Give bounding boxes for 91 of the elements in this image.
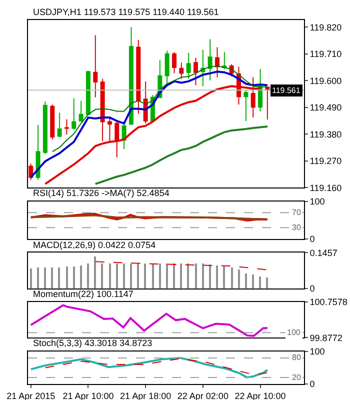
bar: [94, 256, 96, 288]
candlestick: [64, 118, 69, 136]
bar: [231, 268, 233, 288]
candlestick: [193, 57, 198, 86]
bar: [245, 274, 247, 288]
bar: [51, 268, 53, 288]
bar: [216, 266, 218, 288]
bar: [202, 264, 204, 288]
bar: [30, 268, 32, 288]
ref-line-label: 20: [292, 373, 302, 382]
y-tick-label: 0.1457: [310, 248, 338, 258]
candlestick: [36, 124, 40, 180]
candlestick: [215, 46, 220, 78]
candlestick: [72, 98, 76, 130]
ref-line-label: 70: [292, 208, 302, 217]
chart-title: USDJPY,H1 119.573 119.575 119.440 119.561: [33, 7, 219, 17]
bar: [109, 264, 111, 288]
ref-line-label: 100: [287, 328, 301, 337]
y-tick-label: 99.8772: [310, 332, 342, 343]
candlestick: [107, 118, 112, 142]
candlestick: [93, 34, 98, 98]
bar: [73, 266, 75, 288]
bar: [266, 278, 268, 288]
y-tick-label: 0: [310, 379, 315, 390]
bar: [130, 264, 132, 288]
bar: [173, 264, 175, 288]
y-tick-label: 100: [310, 196, 325, 207]
y-tick-label: 119.600: [310, 76, 342, 86]
y-tick-label: 119.160: [310, 182, 342, 193]
bar: [44, 268, 46, 288]
bar: [58, 268, 60, 288]
y-tick-label: 119.820: [310, 22, 342, 32]
bar: [159, 264, 161, 288]
line-series: [30, 70, 268, 178]
chart-title: Stoch(5,3,3) 43.3018 34.8723: [33, 338, 152, 348]
bar: [252, 274, 254, 288]
candlestick: [128, 26, 134, 126]
chart-title: RSI(14) 51.7326 ->MA(7) 52.4854: [33, 188, 170, 198]
bar: [87, 264, 89, 288]
y-tick-label: 0: [310, 234, 315, 244]
candlestick: [136, 39, 141, 114]
bar: [259, 276, 261, 288]
bar: [101, 264, 103, 288]
bar: [80, 266, 82, 288]
y-tick-label: 119.710: [310, 48, 342, 59]
line-series: [94, 261, 268, 270]
bar: [187, 264, 189, 288]
ref-line-label: 119.561: [272, 86, 301, 95]
y-tick-label: 100.7578: [310, 297, 348, 308]
chart-title: Momentum(22) 100.1147: [33, 289, 134, 299]
chart-title: MACD(12,26,9) 0.0422 0.0754: [33, 240, 156, 250]
bar: [195, 264, 197, 288]
candlestick: [50, 104, 55, 140]
candlestick: [208, 38, 212, 81]
candlestick: [186, 52, 191, 80]
candlestick: [78, 100, 84, 122]
bar: [37, 268, 39, 288]
line-series: [30, 304, 268, 337]
bar: [144, 264, 146, 288]
line-series: [94, 126, 268, 185]
candlestick: [164, 50, 170, 85]
candlestick: [244, 90, 248, 122]
candlestick: [200, 49, 206, 87]
bar: [137, 264, 139, 288]
candlestick: [179, 62, 184, 80]
bar: [152, 264, 154, 288]
candlestick: [86, 70, 90, 116]
bar: [209, 264, 211, 288]
y-tick-label: 100: [310, 346, 325, 357]
bar: [180, 264, 182, 288]
bar: [123, 264, 125, 288]
bar: [166, 264, 168, 288]
candlestick: [114, 120, 120, 158]
candlestick: [42, 101, 48, 155]
bar: [238, 270, 240, 288]
ref-line-label: 30: [292, 223, 302, 232]
y-tick-label: 119.270: [310, 156, 342, 166]
candlestick: [222, 52, 227, 70]
y-tick-label: 119.380: [310, 129, 342, 140]
line-series: [30, 356, 268, 378]
candlestick: [57, 112, 62, 138]
line-series: [44, 358, 268, 376]
y-tick-label: 0: [310, 283, 315, 294]
bar: [116, 264, 118, 288]
candlestick: [265, 86, 270, 120]
line-series: [52, 66, 268, 152]
bar: [66, 266, 68, 288]
bar: [223, 266, 225, 288]
y-tick-label: 119.490: [310, 102, 342, 112]
ref-line-label: 80: [292, 353, 302, 362]
candlestick: [172, 52, 176, 74]
